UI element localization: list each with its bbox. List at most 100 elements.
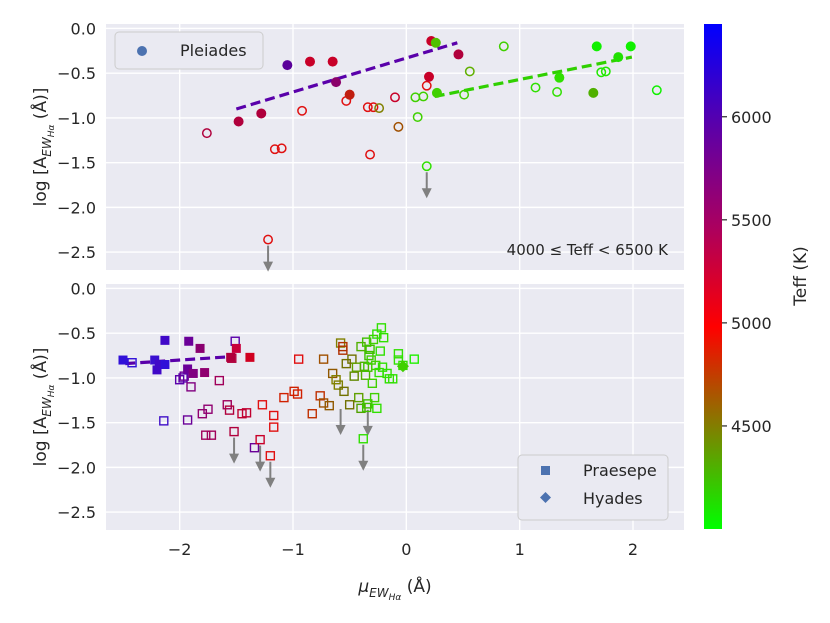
open-square-point [214, 375, 225, 386]
upper-limit-arrow [265, 461, 276, 488]
open-circle-point [201, 128, 212, 139]
open-circle-point [600, 66, 611, 77]
x-tick-labels: −2 −1 0 1 2 [168, 540, 638, 559]
x-tick-label: 0 [401, 540, 411, 559]
arrow-head [229, 453, 240, 464]
arrow-head [362, 425, 373, 436]
top-ytick-label: −2.0 [57, 198, 96, 217]
bottom-ylabel-unit: (Å)] [29, 348, 51, 385]
open-square-point [201, 430, 211, 440]
open-circle-point [393, 121, 404, 132]
legend-diamond-marker [540, 492, 551, 503]
arrow-head [358, 460, 369, 471]
open-square-point [344, 400, 355, 410]
bottom-legend-box [517, 454, 669, 521]
top-points [201, 35, 662, 245]
bottom-ylabel-main: log [A [31, 416, 51, 466]
filled-square-point [231, 343, 241, 353]
upper-limit-arrow [421, 172, 432, 199]
open-square-point [338, 345, 348, 355]
teff-range-annotation: 4000 ≤ Teff < 6500 K [507, 241, 670, 259]
open-square-point [186, 382, 196, 392]
filled-circle-point [344, 89, 355, 100]
top-y-tick-labels: 0.0 −0.5 −1.0 −1.5 −2.0 −2.5 [57, 19, 96, 262]
arrow-head [255, 461, 266, 472]
legend-label-pleiades: Pleiades [180, 41, 247, 60]
top-ytick-label: −1.0 [57, 109, 96, 128]
bot-ytick-label: −1.5 [57, 414, 96, 433]
open-square-point [222, 400, 232, 410]
bot-fit-line-0 [125, 354, 235, 366]
upper-limit-arrow [263, 245, 274, 272]
open-square-point [292, 389, 303, 399]
x-tick-label: 1 [515, 540, 525, 559]
top-ylabel-sub: EW [40, 136, 54, 157]
open-square-point [339, 386, 349, 397]
open-circle-point [365, 149, 376, 160]
open-square-point [331, 375, 341, 385]
open-square-point [365, 344, 375, 355]
open-circle-point [464, 66, 475, 77]
filled-circle-point [424, 71, 434, 82]
filled-square-point [245, 352, 255, 362]
open-square-point [324, 400, 334, 411]
xlabel-main: μ [357, 577, 369, 597]
upper-limit-arrow [362, 409, 373, 436]
colorbar: 4500 5000 5500 6000 Teff (K) [704, 24, 811, 529]
arrow-head [335, 424, 346, 435]
open-square-point [393, 349, 404, 359]
top-ytick-label: 0.0 [71, 19, 96, 38]
x-axis-label: μEWHα (Å) [357, 575, 431, 603]
open-circle-point [498, 41, 509, 52]
x-tick-label: −2 [168, 540, 192, 559]
open-square-point [375, 346, 385, 356]
arrow-head [421, 188, 432, 199]
filled-square-point [188, 368, 198, 378]
top-legend-box [114, 31, 264, 70]
bot-ytick-label: −2.0 [57, 458, 96, 477]
filled-circle-point [282, 60, 293, 71]
open-square-point [279, 392, 289, 403]
filled-square-point [150, 355, 160, 365]
top-ytick-label: −0.5 [57, 64, 96, 83]
colorbar-tick-label: 4500 [731, 417, 772, 436]
bottom-points [118, 323, 419, 461]
open-square-point [363, 399, 373, 409]
bot-ytick-label: 0.0 [71, 279, 96, 298]
filled-diamond-point [396, 360, 409, 373]
open-square-point [255, 434, 265, 445]
open-circle-point [374, 103, 385, 114]
open-square-point [349, 371, 359, 381]
arrow-head [263, 261, 274, 272]
open-square-point [409, 354, 419, 364]
open-circle-point [651, 85, 662, 96]
open-circle-point [459, 89, 470, 100]
filled-circle-point [430, 37, 441, 48]
open-square-point [178, 373, 188, 383]
bottom-panel: 0.0−0.5−1.0−1.5−2.0−2.5 −2 −1 0 1 2 log [AEW… [29, 279, 684, 603]
filled-circle-point [233, 116, 244, 127]
open-square-point [265, 451, 276, 461]
filled-square-point [184, 336, 194, 346]
top-panel: 0.0−0.5−1.0−1.5−2.0−2.5 log [AEWHα (Å)] … [29, 19, 684, 272]
open-square-point [367, 378, 378, 388]
filled-square-point [226, 352, 236, 362]
filled-circle-point [256, 108, 267, 119]
bottom-y-axis-label: log [AEWHα (Å)] [29, 348, 57, 467]
open-square-point [354, 392, 364, 403]
open-circle-point [276, 143, 287, 154]
bottom-fit-lines [125, 354, 235, 366]
open-circle-point [390, 92, 400, 103]
open-square-point [269, 422, 279, 432]
colorbar-strip [704, 24, 722, 529]
open-circle-point [421, 80, 432, 91]
legend-label-praesepe: Praesepe [583, 461, 657, 480]
colorbar-tick-label: 5000 [731, 314, 772, 333]
open-square-point [241, 408, 252, 418]
open-square-point [318, 398, 329, 408]
open-square-point [369, 392, 380, 403]
top-ylabel-main: log [A [31, 156, 51, 206]
colorbar-tick-label: 5500 [731, 211, 772, 230]
open-square-point [203, 404, 213, 414]
top-ytick-label: −2.5 [57, 243, 96, 262]
